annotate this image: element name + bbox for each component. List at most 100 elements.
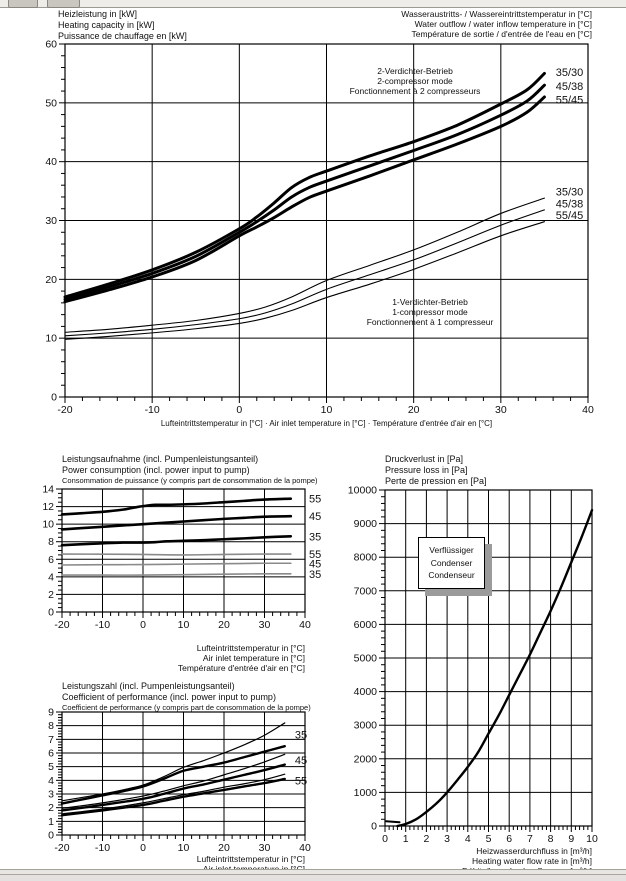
svg-text:45: 45	[309, 511, 321, 523]
svg-text:30: 30	[45, 215, 57, 227]
svg-text:5: 5	[486, 833, 492, 845]
svg-text:50: 50	[45, 97, 57, 109]
svg-text:9: 9	[568, 833, 574, 845]
svg-text:-10: -10	[95, 619, 110, 631]
svg-text:60: 60	[45, 39, 57, 51]
svg-text:2: 2	[48, 802, 54, 814]
anno-1comp-en: 1-compressor mode	[392, 307, 468, 317]
annotation-two-compressor: 2-Verdichter-Betrieb 2-compressor mode F…	[290, 66, 540, 96]
svg-text:55/45: 55/45	[556, 94, 584, 106]
svg-text:40: 40	[45, 156, 57, 168]
svg-text:30: 30	[495, 404, 507, 416]
chart2-xlabel-fr: Température d'entrée d'air en [°C]	[177, 663, 305, 673]
svg-text:2: 2	[423, 833, 429, 845]
svg-text:35/30: 35/30	[556, 187, 584, 199]
window-bottom-edge	[0, 869, 626, 881]
svg-text:55: 55	[295, 775, 307, 787]
svg-text:7000: 7000	[354, 585, 378, 597]
svg-text:35: 35	[309, 531, 321, 543]
chart3-title-de: Leistungszahl (incl. Pumpenleistungsante…	[62, 681, 235, 691]
svg-text:-20: -20	[54, 842, 69, 854]
svg-text:10: 10	[321, 404, 333, 416]
anno-1comp-fr: Fonctionnement à 1 compresseur	[366, 317, 494, 327]
svg-text:1: 1	[403, 833, 409, 845]
svg-text:0: 0	[382, 833, 388, 845]
condenser-label-de: Verflüssiger	[429, 545, 474, 555]
svg-text:1: 1	[48, 816, 54, 828]
annotation-one-compressor: 1-Verdichter-Betrieb 1-compressor mode F…	[305, 297, 555, 327]
svg-text:45: 45	[295, 755, 307, 767]
chart2-xlabel-de: Lufteintrittstemperatur in [°C]	[196, 643, 305, 653]
svg-text:-20: -20	[54, 619, 69, 631]
svg-text:0: 0	[51, 392, 57, 404]
svg-text:6000: 6000	[354, 619, 378, 631]
anno-2comp-en: 2-compressor mode	[377, 76, 453, 86]
svg-text:1000: 1000	[354, 787, 378, 799]
anno-1comp-de: 1-Verdichter-Betrieb	[392, 297, 468, 307]
svg-text:45/38: 45/38	[556, 198, 584, 210]
chart3-xlabel-de: Lufteintrittstemperatur in [°C]	[196, 854, 305, 864]
svg-text:9000: 9000	[354, 518, 378, 530]
chart4-title: Druckverlust in [Pa] Pressure loss in [P…	[385, 454, 487, 487]
chart4-title-en: Pressure loss in [Pa]	[385, 465, 468, 475]
toolbar-button-1[interactable]	[8, 0, 38, 8]
svg-text:40: 40	[299, 619, 311, 631]
chart2-xlabel-en: Air inlet temperature in [°C]	[202, 653, 305, 663]
svg-text:3: 3	[444, 833, 450, 845]
chart4-title-fr: Perte de pression en [Pa]	[385, 476, 487, 486]
svg-text:40: 40	[582, 404, 594, 416]
svg-text:8: 8	[548, 833, 554, 845]
svg-text:10: 10	[586, 833, 598, 845]
chart2-title-fr: Consommation de puissance (y compris par…	[62, 476, 318, 485]
svg-text:55: 55	[309, 549, 321, 561]
bottom-edge-line-1	[0, 869, 626, 870]
chart2-title: Leistungsaufnahme (incl. Pumpenleistungs…	[62, 454, 318, 486]
svg-text:55/45: 55/45	[556, 210, 584, 222]
svg-text:9: 9	[48, 707, 54, 719]
svg-text:20: 20	[218, 842, 230, 854]
svg-text:12: 12	[42, 501, 54, 513]
chart1-title-left: Heizleistung in [kW] Heating capacity in…	[58, 9, 187, 42]
svg-text:0: 0	[371, 821, 377, 833]
svg-text:4: 4	[465, 833, 471, 845]
window-toolbar-strip	[0, 0, 626, 8]
svg-text:4: 4	[48, 571, 54, 583]
svg-text:55: 55	[309, 494, 321, 506]
toolbar-button-2[interactable]	[47, 0, 80, 8]
svg-text:10: 10	[42, 519, 54, 531]
condenser-legend-box: Verflüssiger Condenser Condenseur	[418, 537, 485, 589]
anno-2comp-fr: Fonctionnement à 2 compresseurs	[349, 86, 481, 96]
chart1-title-en: Heating capacity in [kW]	[58, 20, 155, 30]
svg-text:30: 30	[259, 842, 271, 854]
svg-text:7: 7	[48, 734, 54, 746]
chart3-title-en: Coefficient of performance (incl. power …	[62, 692, 276, 702]
svg-text:8000: 8000	[354, 552, 378, 564]
svg-text:0: 0	[48, 607, 54, 619]
chart1-title-right: Wasseraustritts- / Wassereintrittstemper…	[401, 9, 592, 39]
svg-text:40: 40	[299, 842, 311, 854]
chart2-title-en: Power consumption (incl. power input to …	[62, 465, 250, 475]
horizontal-scrollbar-track[interactable]	[0, 870, 626, 874]
condenser-label-en: Condenser	[430, 557, 473, 568]
svg-text:0: 0	[48, 830, 54, 842]
svg-text:14: 14	[42, 484, 54, 496]
anno-2comp-de: 2-Verdichter-Betrieb	[377, 66, 453, 76]
svg-text:3: 3	[48, 789, 54, 801]
svg-text:5000: 5000	[354, 653, 378, 665]
status-bar-strip	[0, 875, 626, 881]
svg-text:20: 20	[218, 619, 230, 631]
svg-text:20: 20	[45, 274, 57, 286]
svg-text:20: 20	[408, 404, 420, 416]
svg-text:6: 6	[48, 748, 54, 760]
svg-text:45: 45	[309, 559, 321, 571]
chart3-title-fr: Coefficient de performance (y compris pa…	[62, 703, 311, 712]
chart1-title-de: Heizleistung in [kW]	[58, 9, 138, 19]
chart3-title: Leistungszahl (incl. Pumpenleistungsante…	[62, 681, 311, 713]
chart1-right-title-en: Water outflow / water inflow temperature…	[414, 19, 592, 29]
svg-text:30: 30	[259, 619, 271, 631]
chart4-xlabel-de: Heizwasserdurchfluss in [m³/h]	[476, 846, 592, 856]
svg-text:35/30: 35/30	[556, 67, 584, 79]
svg-text:3000: 3000	[354, 720, 378, 732]
svg-text:4000: 4000	[354, 686, 378, 698]
